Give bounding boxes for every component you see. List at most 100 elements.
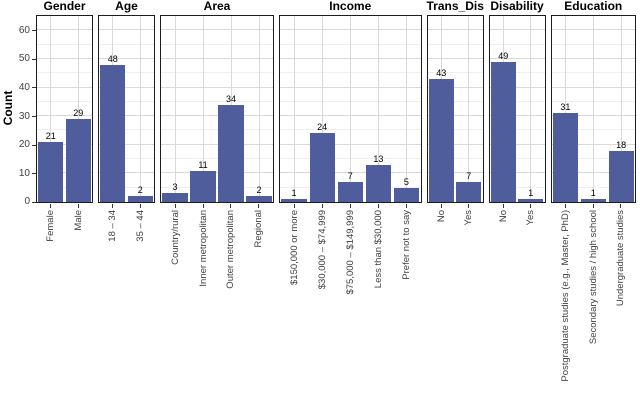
y-tick-mark xyxy=(32,173,36,175)
minor-gridline xyxy=(37,100,92,102)
bar-less-than-30-000 xyxy=(365,164,391,202)
bar-value-label: 1 xyxy=(590,188,596,199)
major-gridline xyxy=(37,143,92,145)
major-gridline xyxy=(427,172,483,174)
x-category-label-female: Female xyxy=(45,209,57,242)
major-gridline xyxy=(99,115,154,117)
bar-18-34 xyxy=(100,64,126,202)
facet-area: Area 3 11 34 2 xyxy=(160,0,274,203)
x-tick-mark xyxy=(112,203,114,208)
bar-value-label: 21 xyxy=(45,130,56,141)
bar-value-label: 7 xyxy=(347,170,353,181)
vertical-gridline xyxy=(202,16,204,202)
y-tick-mark xyxy=(32,58,36,60)
y-tick-label-50: 50 xyxy=(18,53,30,65)
facet-income: Income 1 24 7 13 5 xyxy=(279,0,422,203)
bar-secondary-studies-high-school xyxy=(580,199,606,202)
vertical-gridline xyxy=(564,16,566,202)
major-gridline xyxy=(427,115,483,117)
bar-value-label: 34 xyxy=(225,93,237,104)
minor-gridline xyxy=(489,43,545,45)
bar-yes xyxy=(518,199,544,202)
vertical-gridline xyxy=(258,16,260,202)
x-tick-mark xyxy=(77,203,79,208)
x-tick-mark xyxy=(230,203,232,208)
x-category-label-postgraduate-studies-e-g-master-phd: Postgraduate studies (e.g., Master, PhD) xyxy=(560,209,572,382)
x-category-label-undergraduate-studies: Undergraduate studies xyxy=(615,209,627,306)
facet-education: Education 31 1 18 xyxy=(550,0,636,203)
vertical-gridline xyxy=(377,16,379,202)
facet-title-education: Education xyxy=(564,0,623,13)
facet-title-gender: Gender xyxy=(43,0,86,13)
bar-no xyxy=(428,78,454,202)
x-category-label-yes: Yes xyxy=(525,209,537,226)
x-category-label-country-rural: Country/rural xyxy=(169,209,181,265)
bar-outer-metropolitan xyxy=(218,104,244,202)
x-category-label-secondary-studies-high-school: Secondary studies / high school xyxy=(587,209,599,344)
x-tick-mark xyxy=(405,203,407,208)
vertical-gridline xyxy=(592,16,594,202)
bar-value-label: 1 xyxy=(291,188,297,199)
major-gridline xyxy=(161,86,273,88)
bar-inner-metropolitan xyxy=(190,170,216,202)
y-tick-label-60: 60 xyxy=(18,24,30,36)
bar-value-label: 31 xyxy=(560,102,571,113)
facet-panel-education: 31 1 18 xyxy=(550,15,636,203)
minor-gridline xyxy=(161,43,273,45)
minor-gridline xyxy=(161,129,273,131)
x-category-label-male: Male xyxy=(72,209,84,231)
y-tick-label-10: 10 xyxy=(18,167,30,179)
y-tick-mark xyxy=(32,144,36,146)
facet-age: Age 48 2 xyxy=(98,0,155,203)
major-gridline xyxy=(37,86,92,88)
bar-value-label: 18 xyxy=(616,139,627,150)
bar-150-000-or-more xyxy=(281,199,307,202)
minor-gridline xyxy=(161,72,273,74)
minor-gridline xyxy=(37,186,92,188)
x-tick-mark xyxy=(440,203,442,208)
facet-panel-trans-dis: 43 7 xyxy=(426,15,484,203)
major-gridline xyxy=(489,86,545,88)
x-tick-mark xyxy=(50,203,52,208)
major-gridline xyxy=(489,172,545,174)
major-gridline xyxy=(427,86,483,88)
vertical-gridline xyxy=(139,16,141,202)
x-category-label-75-000-149-999: $75,000 – $149,999 xyxy=(344,209,356,295)
y-tick-mark xyxy=(32,201,36,203)
bar-value-label: 3 xyxy=(172,182,178,193)
major-gridline xyxy=(161,143,273,145)
major-gridline xyxy=(427,29,483,31)
facet-panel-income: 1 24 7 13 5 xyxy=(279,15,422,203)
major-gridline xyxy=(161,29,273,31)
bar-value-label: 29 xyxy=(73,108,84,119)
bar-yes xyxy=(456,181,482,202)
facet-panel-age: 48 2 xyxy=(98,15,155,203)
facet-title-income: Income xyxy=(329,0,372,13)
minor-gridline xyxy=(489,72,545,74)
x-category-label-150-000-or-more: $150,000 or more xyxy=(288,209,300,285)
x-tick-mark xyxy=(502,203,504,208)
minor-gridline xyxy=(489,100,545,102)
major-gridline xyxy=(161,172,273,174)
facet-title-age: Age xyxy=(115,0,138,13)
major-gridline xyxy=(37,172,92,174)
x-tick-mark xyxy=(468,203,470,208)
major-gridline xyxy=(161,115,273,117)
major-gridline xyxy=(37,115,92,117)
major-gridline xyxy=(161,57,273,59)
minor-gridline xyxy=(161,158,273,160)
vertical-gridline xyxy=(530,16,532,202)
vertical-gridline xyxy=(349,16,351,202)
bar-postgraduate-studies-e-g-master-phd xyxy=(552,113,578,202)
bar-value-label: 5 xyxy=(403,176,409,187)
x-tick-mark xyxy=(139,203,141,208)
major-gridline xyxy=(489,115,545,117)
major-gridline xyxy=(37,57,92,59)
bar-value-label: 13 xyxy=(373,153,384,164)
minor-gridline xyxy=(427,186,483,188)
bar-regional xyxy=(246,196,272,202)
x-category-label-no: No xyxy=(435,209,447,222)
bar-value-label: 49 xyxy=(498,50,509,61)
x-tick-mark xyxy=(592,203,594,208)
x-tick-mark xyxy=(377,203,379,208)
